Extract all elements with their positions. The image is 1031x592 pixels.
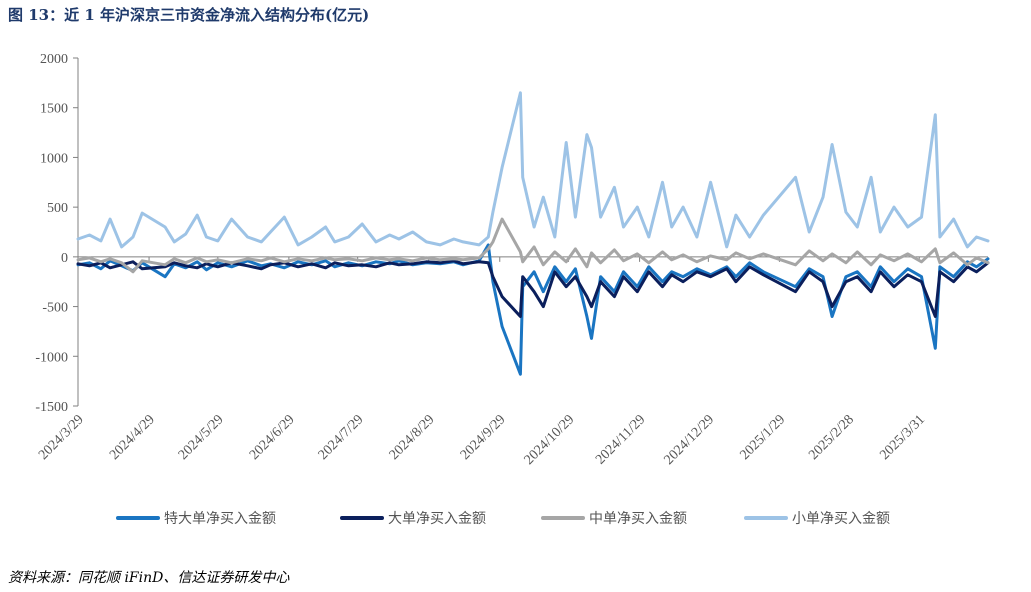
x-tick-label: 2025/1/29 <box>737 412 788 463</box>
x-tick-label: 2024/5/29 <box>176 412 227 463</box>
net-inflow-line-chart: 2000 1500 1000 500 0 -500 -1000 -1500 2024/3/29… <box>35 52 990 527</box>
x-tick-label: 2024/12/29 <box>661 412 717 468</box>
series-line-3 <box>76 217 990 274</box>
series-line-1 <box>76 243 990 376</box>
x-tick-label: 2024/6/29 <box>247 412 298 463</box>
series-layer <box>76 91 990 376</box>
x-tick-label: 2024/9/29 <box>458 412 509 463</box>
series-line-4 <box>76 91 990 249</box>
x-tick-label: 2024/11/29 <box>593 412 648 467</box>
legend-label: 大单净买入金额 <box>388 511 486 527</box>
x-tick-label: 2024/4/29 <box>107 412 158 463</box>
x-tick-label: 2024/3/29 <box>36 412 87 463</box>
x-tick-label: 2024/10/29 <box>522 412 578 468</box>
series-line-2 <box>76 259 990 318</box>
y-tick-label: 1000 <box>40 151 68 166</box>
y-tick-label: -500 <box>42 301 68 316</box>
legend-label: 小单净买入金额 <box>792 511 890 527</box>
x-tick-label: 2024/8/29 <box>387 412 438 463</box>
x-tick-label: 2024/7/29 <box>316 412 367 463</box>
source-note: 资料来源：同花顺 iFinD、信达证券研发中心 <box>8 570 290 586</box>
y-tick-label: 500 <box>47 201 68 216</box>
page-title: 图 13：近 1 年沪深京三市资金净流入结构分布(亿元) <box>8 6 370 24</box>
x-axis: 2024/3/29 2024/4/29 2024/5/29 2024/6/29 2024… <box>36 256 988 468</box>
y-axis: 2000 1500 1000 500 0 -500 -1000 -1500 <box>35 52 79 415</box>
x-tick-label: 2025/3/31 <box>877 412 928 463</box>
y-tick-label: 1500 <box>40 102 68 117</box>
x-tick-label: 2025/2/28 <box>806 412 857 463</box>
y-tick-label: -1000 <box>35 350 68 365</box>
legend: 特大单净买入金额 大单净买入金额 中单净买入金额 小单净买入金额 <box>116 511 890 527</box>
y-tick-label: -1500 <box>35 400 68 415</box>
legend-label: 中单净买入金额 <box>589 511 687 527</box>
y-tick-label: 2000 <box>40 52 68 67</box>
legend-label: 特大单净买入金额 <box>164 511 276 527</box>
y-tick-label: 0 <box>61 251 68 266</box>
